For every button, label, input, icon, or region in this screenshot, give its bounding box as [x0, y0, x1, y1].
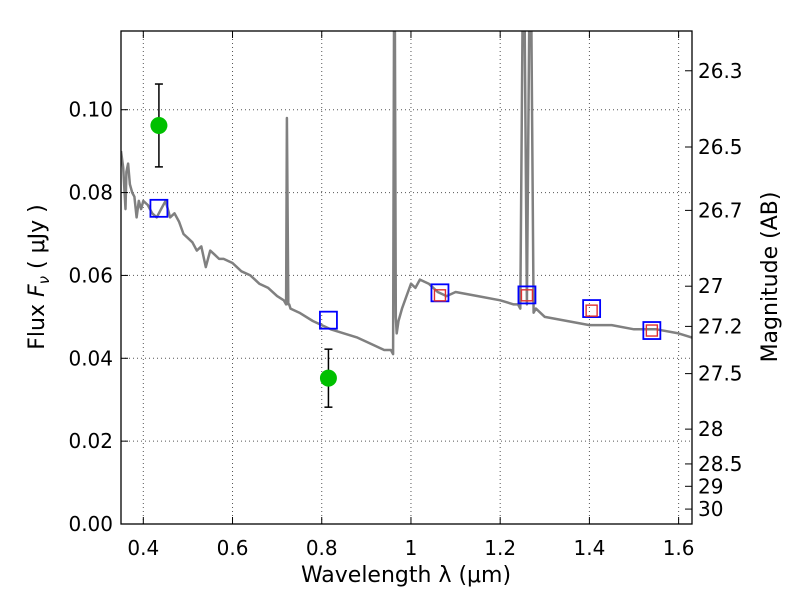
magnitude-tick-label: 30 — [698, 497, 723, 521]
y-tick-label: 0.00 — [68, 512, 113, 536]
data-points — [149, 83, 662, 408]
x-tick-label: 1.6 — [663, 536, 695, 560]
y-tick-label: 0.10 — [68, 98, 113, 122]
band-flux-square — [645, 324, 659, 337]
y-axis-ticks: 0.00 0.02 0.04 0.06 0.08 0.10 — [68, 98, 128, 536]
magnitude-tick-label: 26.5 — [698, 135, 743, 159]
magnitude-tick-label: 28.5 — [698, 452, 743, 476]
x-tick-label: 0.4 — [127, 536, 159, 560]
y-axis-label-symbol: F — [25, 284, 50, 297]
x-tick-label: 1.2 — [484, 536, 516, 560]
x-tick-label: 0.6 — [217, 536, 249, 560]
model-spectrum-line — [121, 31, 692, 356]
band-flux-square — [520, 289, 534, 302]
y-axis-label-prefix: Flux — [25, 297, 50, 350]
magnitude-tick-label: 27.2 — [698, 314, 743, 338]
x-tick-label: 1 — [405, 536, 418, 560]
y-axis-label-suffix: ( μJy ) — [25, 204, 50, 276]
band-flux-square — [585, 304, 598, 317]
y-axis-label-subscript: ν — [35, 276, 53, 284]
magnitude-tick-label: 26.7 — [698, 198, 743, 222]
model-band-square — [149, 198, 169, 218]
magnitude-tick-label: 27.5 — [698, 362, 743, 386]
magnitude-tick-label: 27 — [698, 274, 723, 298]
observed-point — [150, 116, 168, 134]
model-band-square — [582, 299, 602, 318]
magnitude-axis-label: Magnitude (AB) — [758, 192, 783, 363]
y-tick-label: 0.06 — [68, 263, 113, 287]
magnitude-tick-label: 26.3 — [698, 59, 743, 83]
x-axis-ticks: 0.4 0.6 0.8 1 1.2 1.4 1.6 — [127, 31, 695, 560]
model-band-square — [642, 321, 662, 340]
plot-frame — [120, 30, 693, 525]
y-tick-label: 0.04 — [68, 346, 113, 370]
y-axis-label: Flux Fν ( μJy ) — [25, 204, 53, 349]
observed-point — [319, 369, 337, 387]
grid — [121, 31, 692, 525]
y-tick-label: 0.08 — [68, 181, 113, 205]
x-tick-label: 1.4 — [573, 536, 605, 560]
x-axis-label: Wavelength λ (μm) — [301, 563, 511, 588]
magnitude-tick-label: 28 — [698, 417, 723, 441]
x-tick-label: 0.8 — [306, 536, 338, 560]
magnitude-tick-label: 29 — [698, 474, 723, 498]
y-tick-label: 0.02 — [68, 429, 113, 453]
model-band-square — [319, 310, 338, 330]
band-flux-square — [433, 289, 447, 302]
model-band-square — [517, 285, 537, 305]
